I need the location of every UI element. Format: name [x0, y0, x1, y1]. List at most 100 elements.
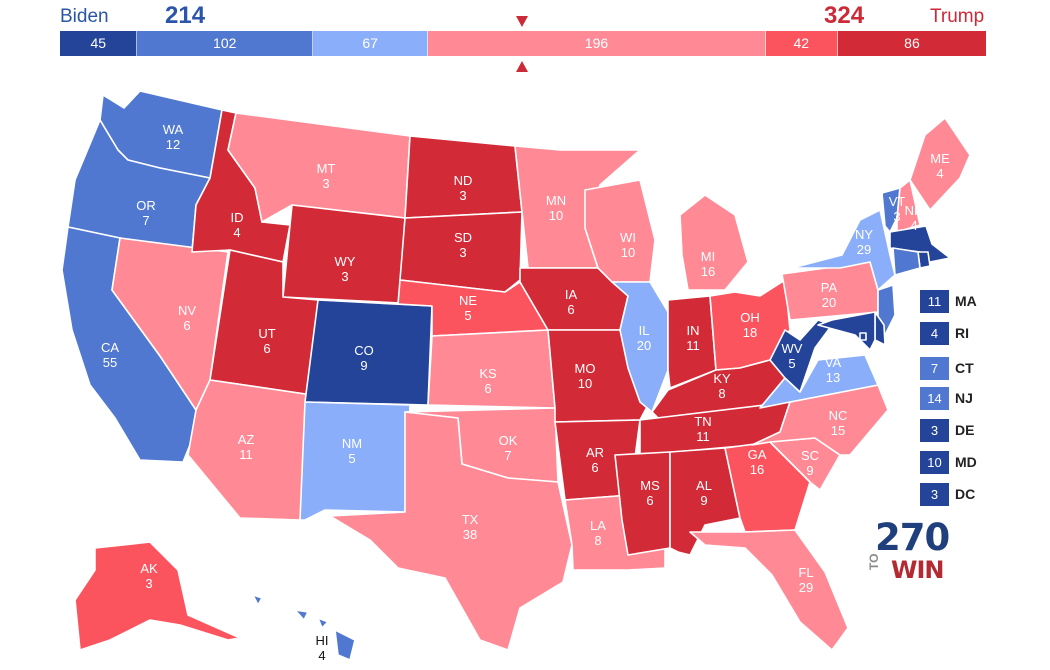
state-abbr-nd: ND [454, 173, 473, 188]
state-ev-ia: 6 [567, 302, 574, 317]
segment-dem-safe[interactable]: 45 [60, 31, 138, 56]
segment-dem-likely[interactable]: 102 [137, 31, 313, 56]
state-ev-wi: 10 [621, 245, 635, 260]
state-ev-mt: 3 [322, 176, 329, 191]
state-label-mo: MO 10 [575, 361, 596, 391]
state-label-tx: TX 38 [462, 512, 479, 542]
state-abbr-nm: NM [342, 436, 362, 451]
state-ev-ga: 16 [750, 462, 764, 477]
small-state-de[interactable]: 3 DE [920, 419, 1030, 442]
state-nm[interactable] [299, 401, 411, 521]
state-abbr-nc: NC [829, 408, 848, 423]
state-ev-ak: 3 [145, 576, 152, 591]
state-abbr-va: VA [825, 355, 842, 370]
state-abbr-wy: WY [335, 254, 356, 269]
state-label-wv: WV 5 [782, 341, 803, 371]
state-abbr-oh: OH [740, 310, 760, 325]
state-nc[interactable] [751, 384, 889, 456]
state-ev-nc: 15 [831, 423, 845, 438]
state-abbr-sc: SC [801, 448, 819, 463]
state-abbr-ks: KS [479, 366, 497, 381]
biden-total: 214 [165, 2, 206, 29]
state-label-nm: NM 5 [342, 436, 362, 466]
segment-gop-safe[interactable]: 86 [837, 31, 986, 56]
state-abbr-me: ME [930, 151, 950, 166]
270-marker-bottom-icon [516, 61, 528, 72]
state-abbr-la: LA [590, 518, 606, 533]
segment-gop-lean[interactable]: 196 [428, 31, 766, 56]
state-ev-oh: 18 [743, 325, 757, 340]
state-label-ar: AR 6 [586, 445, 604, 475]
state-abbr-in: IN [687, 323, 700, 338]
state-ny[interactable] [791, 209, 896, 291]
state-mi[interactable] [679, 194, 749, 291]
270towin-logo[interactable]: 270 TO WIN [867, 516, 950, 584]
state-ev-me: 4 [936, 166, 943, 181]
state-ev-az: 11 [239, 447, 253, 462]
state-abbr-ny: NY [855, 227, 873, 242]
segment-gop-likely[interactable]: 42 [765, 31, 838, 56]
state-fl[interactable] [689, 529, 849, 651]
state-abbr-tx: TX [462, 512, 479, 527]
state-label-ky: KY 8 [713, 371, 731, 401]
state-abbr-wi: WI [620, 230, 636, 245]
state-hi[interactable] [252, 594, 356, 661]
state-ev-ky: 8 [718, 386, 725, 401]
state-ms[interactable] [614, 451, 671, 556]
state-abbr-wa: WA [163, 122, 184, 137]
state-abbr-ne: NE [459, 293, 477, 308]
state-label-ga: GA 16 [748, 447, 767, 477]
state-label-sd: SD 3 [454, 230, 472, 260]
state-label-ca: CA 55 [101, 340, 119, 370]
small-state-ri[interactable]: 4 RI [920, 322, 1030, 345]
state-ev-vt: 3 [893, 209, 900, 224]
state-label-ok: OK 7 [499, 433, 518, 463]
state-il[interactable] [611, 281, 669, 413]
state-ev-sd: 3 [459, 245, 466, 260]
state-label-ne: NE 5 [459, 293, 477, 323]
state-abbr-id: ID [231, 210, 244, 225]
state-sd[interactable] [399, 211, 523, 293]
state-label-hi: HI 4 [316, 633, 329, 663]
state-label-wy: WY 3 [335, 254, 356, 284]
trump-total: 324 [824, 2, 865, 29]
state-ev-wv: 5 [788, 356, 795, 371]
state-ak[interactable] [74, 541, 241, 651]
state-label-ks: KS 6 [479, 366, 497, 396]
segment-dem-lean[interactable]: 67 [313, 31, 429, 56]
state-tx[interactable] [329, 411, 573, 651]
state-me[interactable] [909, 117, 971, 211]
state-wy[interactable] [282, 204, 406, 304]
state-label-wa: WA 12 [163, 122, 184, 152]
state-abbr-ia: IA [565, 287, 578, 302]
270-marker-top-icon [516, 16, 528, 27]
state-label-ms: MS 6 [640, 478, 660, 508]
state-abbr-ms: MS [640, 478, 660, 493]
state-ev-ar: 6 [591, 460, 598, 475]
state-label-ak: AK 3 [140, 561, 158, 591]
state-ev-ny: 29 [857, 242, 871, 257]
state-label-ny: NY 29 [855, 227, 873, 257]
state-abbr-mt: MT [317, 161, 336, 176]
state-dc[interactable] [859, 332, 867, 341]
small-state-nj[interactable]: 14 NJ [920, 387, 1030, 410]
state-ev-co: 9 [360, 358, 367, 373]
small-state-md[interactable]: 10 MD [920, 451, 1030, 474]
logo-to: TO [867, 553, 881, 570]
state-vt[interactable] [881, 187, 901, 233]
state-ev-ca: 55 [103, 355, 117, 370]
state-ev-or: 7 [142, 213, 149, 228]
state-label-wi: WI 10 [620, 230, 636, 260]
small-state-ma[interactable]: 11 MA [920, 290, 1030, 313]
state-label-oh: OH 18 [740, 310, 760, 340]
state-ev-ms: 6 [646, 493, 653, 508]
state-label-vt: VT 3 [889, 194, 906, 224]
logo-win: WIN [891, 556, 944, 584]
state-ct[interactable] [892, 247, 921, 276]
state-abbr-mo: MO [575, 361, 596, 376]
small-state-ct[interactable]: 7 CT [920, 357, 1030, 380]
state-label-me: ME 4 [930, 151, 950, 181]
small-state-dc[interactable]: 3 DC [920, 483, 1030, 506]
state-ev-nm: 5 [348, 451, 355, 466]
state-abbr-wv: WV [782, 341, 803, 356]
